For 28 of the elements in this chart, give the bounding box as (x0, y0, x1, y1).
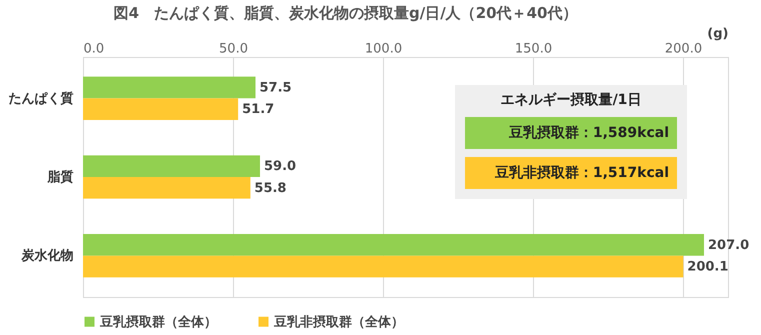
bar (83, 256, 684, 278)
data-label: 57.5 (260, 80, 292, 96)
y-tick-label: 脂質 (46, 169, 74, 185)
y-tick-label: 炭水化物 (20, 248, 74, 264)
legend-label: 豆乳摂取群（全体） (99, 314, 217, 330)
bar (83, 98, 238, 120)
x-tick-label: 100.0 (364, 42, 402, 56)
annotation: エネルギー摂取量/1日 (500, 91, 642, 109)
data-label: 200.1 (687, 260, 728, 275)
bar (83, 234, 704, 256)
info-panel: エネルギー摂取量/1日 豆乳摂取群：1,589kcal 豆乳非摂取群：1,517kcal (455, 85, 687, 199)
annotation: 豆乳非摂取群：1,517kcal (465, 157, 677, 189)
x-tick-label: 150.0 (514, 42, 552, 56)
data-label: 55.8 (254, 180, 286, 196)
data-label: 59.0 (264, 159, 296, 174)
x-tick-label: 200.0 (664, 42, 702, 56)
data-label: 207.0 (708, 238, 750, 253)
bar (83, 177, 250, 199)
bar (83, 155, 260, 177)
chart-title: 図4 たんぱく質、脂質、炭水化物の摂取量g/日/人（20代＋40代） (114, 4, 578, 22)
bar (83, 76, 256, 98)
y-tick-label: たんぱく質 (8, 90, 74, 106)
data-label: 51.7 (242, 102, 274, 118)
annotation: 豆乳摂取群：1,589kcal (465, 117, 677, 149)
legend-label: 豆乳非摂取群（全体） (273, 314, 404, 330)
x-tick-label: 0.0 (84, 42, 104, 56)
x-tick-label: 50.0 (219, 42, 248, 56)
x-axis-title: (g) (707, 26, 728, 42)
